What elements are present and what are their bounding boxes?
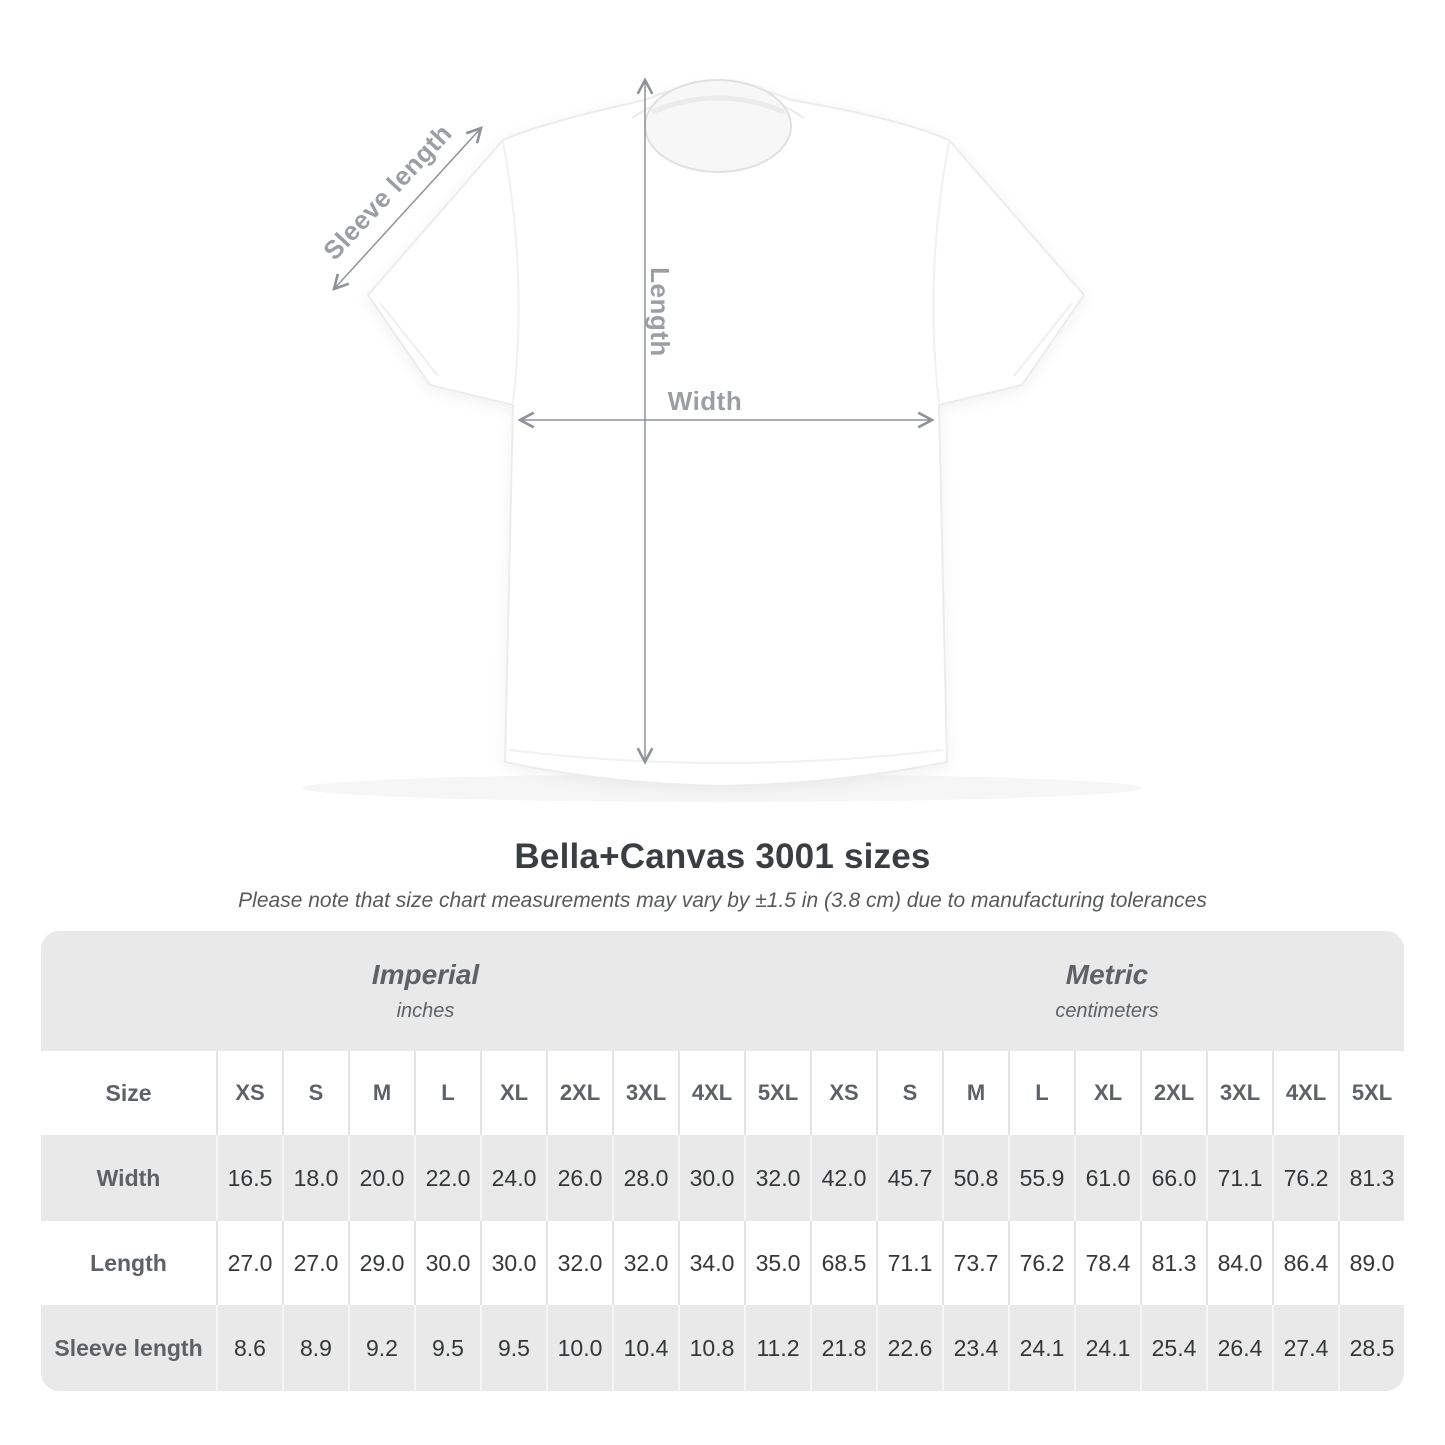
width-imperial-value: 30.0 <box>678 1135 744 1221</box>
shirt-collar-inner-shadow <box>651 95 785 115</box>
width-imperial-value: 22.0 <box>414 1135 480 1221</box>
size-header-metric-5xl: 5XL <box>1338 1051 1404 1135</box>
row-label-sleeve-length: Sleeve length <box>41 1305 216 1391</box>
metric-section-unit: centimeters <box>1055 1000 1159 1022</box>
width-metric-value: 71.1 <box>1206 1135 1272 1221</box>
metric-section-header: Metric centimeters <box>810 931 1404 1051</box>
length-imperial-value: 29.0 <box>348 1221 414 1305</box>
length-imperial-value: 32.0 <box>546 1221 612 1305</box>
length-imperial-value: 35.0 <box>744 1221 810 1305</box>
row-label-width: Width <box>41 1135 216 1221</box>
width-metric-value: 42.0 <box>810 1135 876 1221</box>
width-metric-value: 66.0 <box>1140 1135 1206 1221</box>
sleeve-length-imperial-value: 11.2 <box>744 1305 810 1391</box>
sleeve-length-metric-value: 28.5 <box>1338 1305 1404 1391</box>
row-label-length: Length <box>41 1221 216 1305</box>
size-header-metric-m: M <box>942 1051 1008 1135</box>
length-imperial-value: 30.0 <box>414 1221 480 1305</box>
length-imperial-value: 30.0 <box>480 1221 546 1305</box>
width-imperial-value: 20.0 <box>348 1135 414 1221</box>
size-guide-diagram: Sleeve length Length Width <box>317 0 1085 787</box>
sleeve-length-imperial-value: 9.5 <box>414 1305 480 1391</box>
length-imperial-value: 32.0 <box>612 1221 678 1305</box>
sleeve-length-metric-value: 21.8 <box>810 1305 876 1391</box>
size-header-metric-xs: XS <box>810 1051 876 1135</box>
sleeve-length-imperial-value: 9.2 <box>348 1305 414 1391</box>
width-imperial-value: 16.5 <box>216 1135 282 1221</box>
sleeve-length-metric-value: 26.4 <box>1206 1305 1272 1391</box>
width-metric-value: 50.8 <box>942 1135 1008 1221</box>
width-imperial-value: 28.0 <box>612 1135 678 1221</box>
size-header-imperial-xl: XL <box>480 1051 546 1135</box>
width-metric-value: 61.0 <box>1074 1135 1140 1221</box>
size-table: Imperial inches Metric centimeters Size X… <box>41 931 1404 1391</box>
size-column-header: Size <box>41 1051 216 1135</box>
sleeve-length-imperial-value: 8.9 <box>282 1305 348 1391</box>
width-metric-value: 55.9 <box>1008 1135 1074 1221</box>
size-header-metric-l: L <box>1008 1051 1074 1135</box>
length-imperial-value: 34.0 <box>678 1221 744 1305</box>
sleeve-length-metric-value: 27.4 <box>1272 1305 1338 1391</box>
width-metric-value: 81.3 <box>1338 1135 1404 1221</box>
length-metric-value: 84.0 <box>1206 1221 1272 1305</box>
shirt-left-armhole-seam <box>502 141 520 404</box>
length-imperial-value: 27.0 <box>216 1221 282 1305</box>
width-metric-value: 76.2 <box>1272 1135 1338 1221</box>
length-metric-value: 76.2 <box>1008 1221 1074 1305</box>
shirt-body <box>367 83 1085 787</box>
imperial-section-title: Imperial <box>371 959 480 990</box>
width-imperial-value: 24.0 <box>480 1135 546 1221</box>
length-metric-value: 71.1 <box>876 1221 942 1305</box>
length-metric-value: 89.0 <box>1338 1221 1404 1305</box>
size-header-imperial-5xl: 5XL <box>744 1051 810 1135</box>
size-header-imperial-s: S <box>282 1051 348 1135</box>
size-header-imperial-2xl: 2XL <box>546 1051 612 1135</box>
length-metric-value: 81.3 <box>1140 1221 1206 1305</box>
size-header-metric-3xl: 3XL <box>1206 1051 1272 1135</box>
metric-section-title: Metric <box>1065 959 1149 990</box>
length-label: Length <box>645 267 675 357</box>
shirt-left-cuff-fold <box>379 302 439 377</box>
tshirt-measurement-illustration: Sleeve length Length Width <box>317 0 1085 787</box>
shirt-right-armhole-seam <box>932 141 950 404</box>
sleeve-length-imperial-value: 9.5 <box>480 1305 546 1391</box>
width-imperial-value: 32.0 <box>744 1135 810 1221</box>
width-label: Width <box>668 386 742 416</box>
width-metric-value: 45.7 <box>876 1135 942 1221</box>
sleeve-length-imperial-value: 10.8 <box>678 1305 744 1391</box>
sleeve-length-metric-value: 25.4 <box>1140 1305 1206 1391</box>
size-header-imperial-4xl: 4XL <box>678 1051 744 1135</box>
shirt-right-cuff-fold <box>1013 302 1073 377</box>
size-header-metric-s: S <box>876 1051 942 1135</box>
sleeve-length-metric-value: 23.4 <box>942 1305 1008 1391</box>
imperial-section-unit: inches <box>396 1000 455 1022</box>
length-metric-value: 78.4 <box>1074 1221 1140 1305</box>
sleeve-length-imperial-value: 10.0 <box>546 1305 612 1391</box>
shirt-collar-opening <box>644 79 792 173</box>
sleeve-length-metric-value: 24.1 <box>1008 1305 1074 1391</box>
length-metric-value: 86.4 <box>1272 1221 1338 1305</box>
sleeve-length-imperial-value: 8.6 <box>216 1305 282 1391</box>
width-imperial-value: 26.0 <box>546 1135 612 1221</box>
size-header-metric-4xl: 4XL <box>1272 1051 1338 1135</box>
title-block: Bella+Canvas 3001 sizes Please note that… <box>0 837 1445 913</box>
size-header-imperial-l: L <box>414 1051 480 1135</box>
sleeve-length-metric-value: 24.1 <box>1074 1305 1140 1391</box>
length-imperial-value: 27.0 <box>282 1221 348 1305</box>
width-imperial-value: 18.0 <box>282 1135 348 1221</box>
tolerance-note: Please note that size chart measurements… <box>238 889 1207 912</box>
sleeve-length-imperial-value: 10.4 <box>612 1305 678 1391</box>
imperial-section-header: Imperial inches <box>41 931 810 1051</box>
length-metric-value: 73.7 <box>942 1221 1008 1305</box>
page-title: Bella+Canvas 3001 sizes <box>514 837 931 876</box>
length-metric-value: 68.5 <box>810 1221 876 1305</box>
sleeve-length-arrow <box>334 128 481 289</box>
sleeve-length-metric-value: 22.6 <box>876 1305 942 1391</box>
size-header-metric-xl: XL <box>1074 1051 1140 1135</box>
size-header-imperial-xs: XS <box>216 1051 282 1135</box>
size-header-imperial-3xl: 3XL <box>612 1051 678 1135</box>
size-header-metric-2xl: 2XL <box>1140 1051 1206 1135</box>
size-header-imperial-m: M <box>348 1051 414 1135</box>
shirt-hem-fold <box>508 749 944 764</box>
